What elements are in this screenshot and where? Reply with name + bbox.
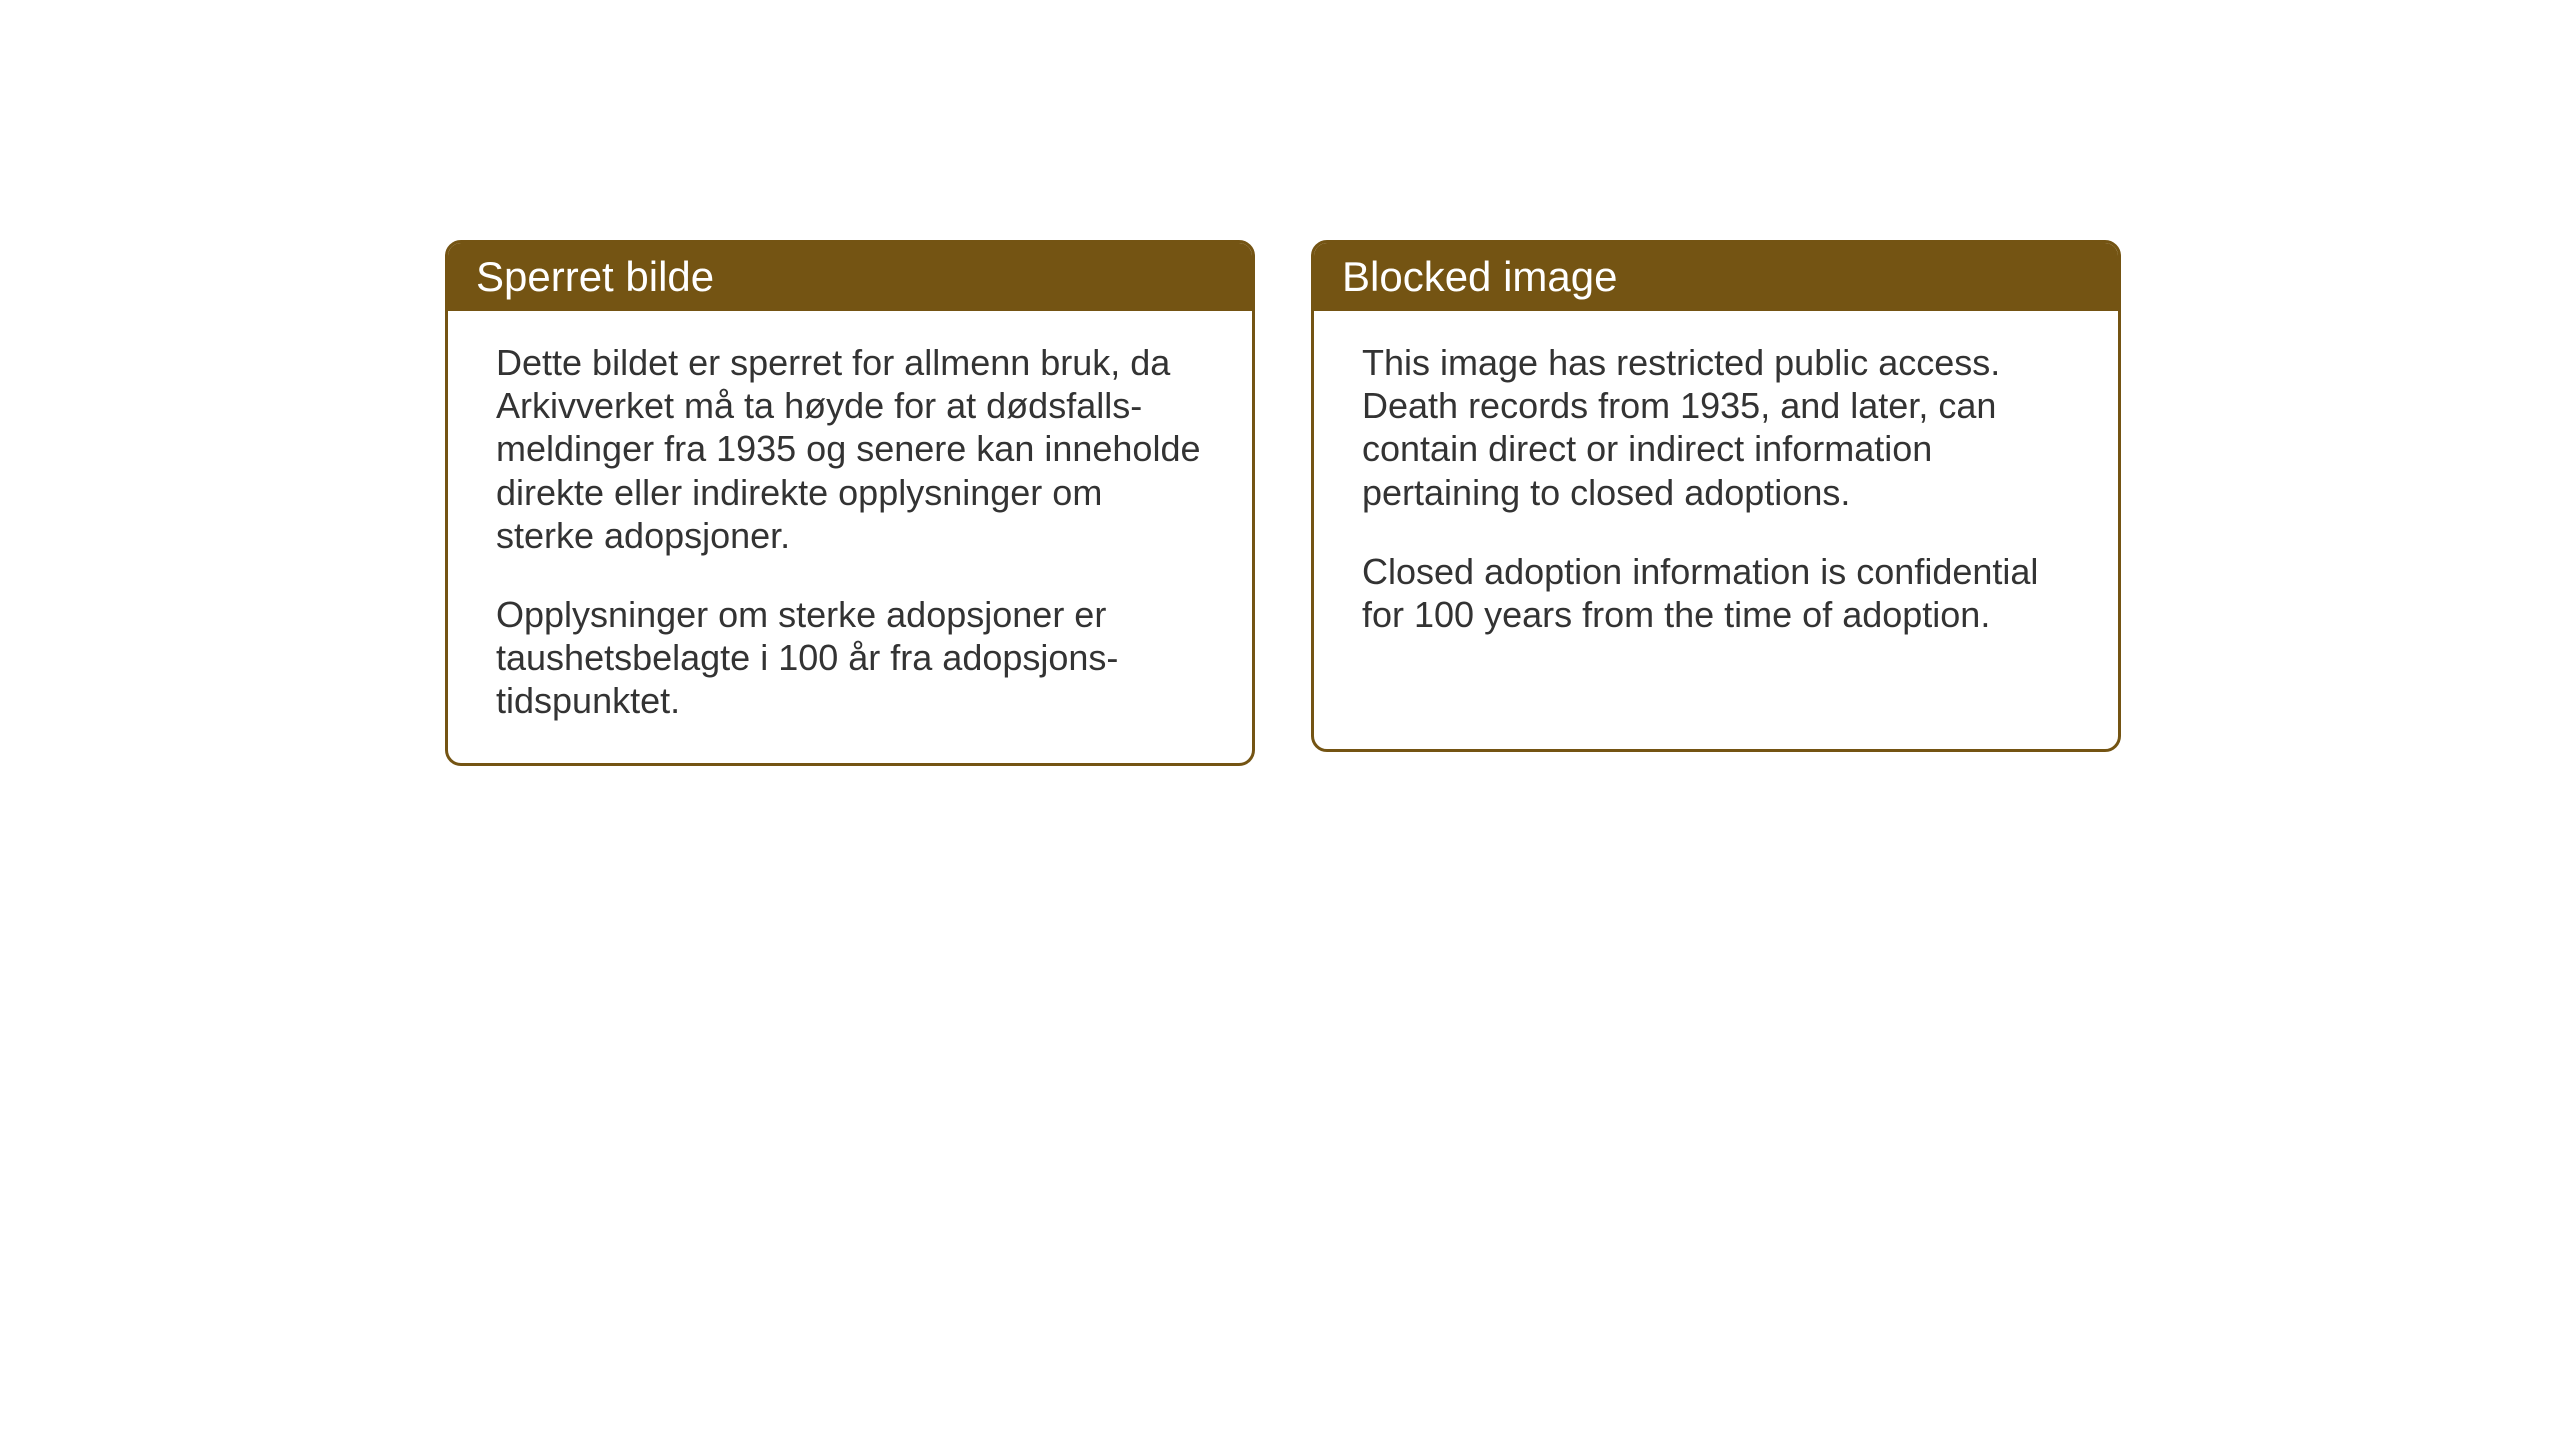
card-body-norwegian: Dette bildet er sperret for allmenn bruk…	[448, 311, 1252, 763]
card-paragraph-1-english: This image has restricted public access.…	[1362, 341, 2070, 514]
card-body-english: This image has restricted public access.…	[1314, 311, 2118, 676]
card-header-english: Blocked image	[1314, 243, 2118, 311]
card-paragraph-2-english: Closed adoption information is confident…	[1362, 550, 2070, 636]
card-paragraph-2-norwegian: Opplysninger om sterke adopsjoner er tau…	[496, 593, 1204, 723]
blocked-image-card-norwegian: Sperret bilde Dette bildet er sperret fo…	[445, 240, 1255, 766]
card-paragraph-1-norwegian: Dette bildet er sperret for allmenn bruk…	[496, 341, 1204, 557]
card-title-norwegian: Sperret bilde	[476, 253, 714, 300]
cards-container: Sperret bilde Dette bildet er sperret fo…	[445, 240, 2121, 766]
card-title-english: Blocked image	[1342, 253, 1617, 300]
blocked-image-card-english: Blocked image This image has restricted …	[1311, 240, 2121, 752]
card-header-norwegian: Sperret bilde	[448, 243, 1252, 311]
